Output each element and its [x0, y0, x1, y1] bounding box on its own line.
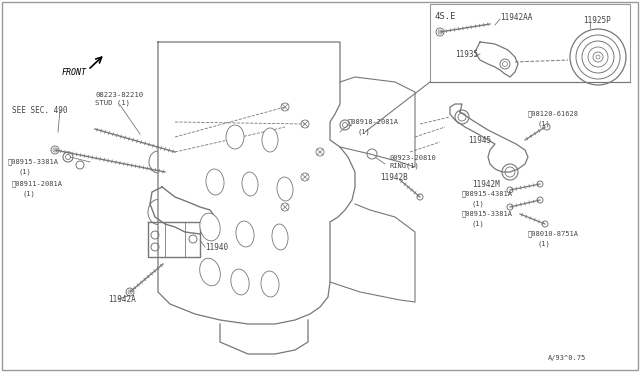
- Text: 08223-82210
STUD (1): 08223-82210 STUD (1): [95, 92, 143, 106]
- Text: A/93^0.75: A/93^0.75: [548, 355, 586, 361]
- Text: 11935: 11935: [455, 49, 478, 58]
- Ellipse shape: [206, 169, 224, 195]
- Text: 4S.E: 4S.E: [435, 12, 456, 20]
- Text: 11942M: 11942M: [472, 180, 500, 189]
- Text: Ⓦ08915-3381A: Ⓦ08915-3381A: [462, 211, 513, 217]
- Ellipse shape: [262, 128, 278, 152]
- Ellipse shape: [277, 177, 293, 201]
- Text: (1): (1): [472, 221, 484, 227]
- Text: Ⓑ08120-61628: Ⓑ08120-61628: [528, 111, 579, 117]
- Text: (1): (1): [358, 129, 371, 135]
- Ellipse shape: [261, 271, 279, 297]
- Ellipse shape: [242, 172, 258, 196]
- Text: 11942AA: 11942AA: [500, 13, 532, 22]
- Text: (1): (1): [538, 121, 551, 127]
- Text: FRONT: FRONT: [62, 67, 87, 77]
- Ellipse shape: [236, 221, 254, 247]
- Text: (1): (1): [18, 169, 31, 175]
- Text: 11942B: 11942B: [380, 173, 408, 182]
- Text: Ⓦ08915-3381A: Ⓦ08915-3381A: [8, 159, 59, 165]
- Text: 11925P: 11925P: [583, 16, 611, 25]
- Text: 00923-20810
RING(1): 00923-20810 RING(1): [390, 155, 436, 169]
- Ellipse shape: [200, 258, 220, 286]
- Ellipse shape: [226, 125, 244, 149]
- Bar: [430, 4, 630, 82]
- Text: (1): (1): [538, 241, 551, 247]
- Ellipse shape: [200, 213, 220, 241]
- Ellipse shape: [231, 269, 249, 295]
- Text: Ⓑ08010-8751A: Ⓑ08010-8751A: [528, 231, 579, 237]
- Text: 11942A: 11942A: [108, 295, 136, 305]
- Text: SEE SEC. 490: SEE SEC. 490: [12, 106, 67, 115]
- Text: 11940: 11940: [205, 243, 228, 251]
- Text: Ⓥ08915-4381A: Ⓥ08915-4381A: [462, 191, 513, 197]
- Text: 11945: 11945: [468, 135, 491, 144]
- Ellipse shape: [272, 224, 288, 250]
- Text: Ⓝ08918-2081A: Ⓝ08918-2081A: [348, 119, 399, 125]
- Text: (1): (1): [22, 191, 35, 197]
- Text: (1): (1): [472, 201, 484, 207]
- Text: Ⓝ08911-2081A: Ⓝ08911-2081A: [12, 181, 63, 187]
